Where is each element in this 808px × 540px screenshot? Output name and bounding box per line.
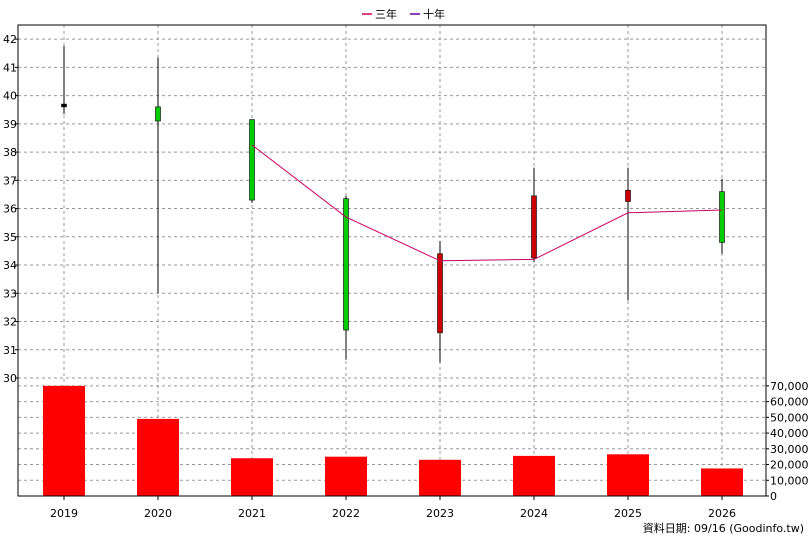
volume-tick-label: 30,000 (770, 443, 808, 456)
x-tick-label: 2023 (426, 507, 454, 520)
price-tick-label: 33 (3, 287, 17, 300)
legend: 三年 十年 (362, 7, 445, 21)
footer-source: 資料日期: 09/16 (Goodinfo.tw) (643, 521, 804, 535)
x-tick-label: 2026 (708, 507, 736, 520)
volume-tick-label: 60,000 (770, 396, 808, 409)
series-line-三年 (251, 144, 723, 262)
price-tick-label: 40 (3, 90, 17, 103)
price-tick-label: 34 (3, 259, 17, 272)
price-tick-label: 39 (3, 118, 17, 131)
price-tick-label: 38 (3, 146, 17, 159)
candle-body-2024 (531, 195, 537, 259)
volume-bar-2026 (701, 468, 743, 496)
volume-bars (43, 385, 743, 496)
candle-body-2022 (343, 198, 349, 331)
volume-tick-label: 40,000 (770, 427, 808, 440)
candlesticks (61, 46, 725, 363)
volume-bar-2019 (43, 385, 85, 496)
x-tick-label: 2019 (50, 507, 78, 520)
price-tick-label: 35 (3, 231, 17, 244)
volume-tick-label: 50,000 (770, 411, 808, 424)
price-tick-label: 30 (3, 372, 17, 385)
price-tick-label: 37 (3, 174, 17, 187)
volume-bar-2021 (231, 458, 273, 496)
legend-label-三年: 三年 (375, 7, 397, 21)
x-tick-label: 2021 (238, 507, 266, 520)
candle-body-2021 (249, 119, 255, 201)
candle-body-2019 (61, 103, 67, 108)
volume-tick-label: 70,000 (770, 380, 808, 393)
legend-label-十年: 十年 (423, 7, 445, 21)
volume-bar-2025 (607, 454, 649, 496)
volume-bar-2022 (325, 456, 367, 496)
x-tick-label: 2020 (144, 507, 172, 520)
x-tick-label: 2025 (614, 507, 642, 520)
price-tick-label: 31 (3, 344, 17, 357)
volume-tick-label: 20,000 (770, 459, 808, 472)
x-tick-label: 2024 (520, 507, 548, 520)
candle-body-2020 (155, 106, 161, 122)
x-tick-label: 2022 (332, 507, 360, 520)
volume-tick-label: 0 (770, 490, 777, 503)
volume-bar-2023 (419, 459, 461, 496)
price-tick-label: 42 (3, 33, 17, 46)
volume-bar-2020 (137, 418, 179, 496)
candle-body-2026 (719, 191, 725, 243)
axes: 30 31 32 33 34 35 36 37 38 39 40 41 42 0 10,000 20,000 3… (3, 24, 808, 520)
volume-tick-label: 10,000 (770, 474, 808, 487)
price-tick-label: 32 (3, 316, 17, 329)
volume-bar-2024 (513, 455, 555, 496)
candle-body-2025 (625, 189, 631, 202)
price-tick-label: 41 (3, 61, 17, 74)
plot-frame (17, 24, 767, 497)
candle-body-2023 (437, 253, 443, 334)
moving-average-lines (251, 144, 723, 262)
price-tick-label: 36 (3, 203, 17, 216)
